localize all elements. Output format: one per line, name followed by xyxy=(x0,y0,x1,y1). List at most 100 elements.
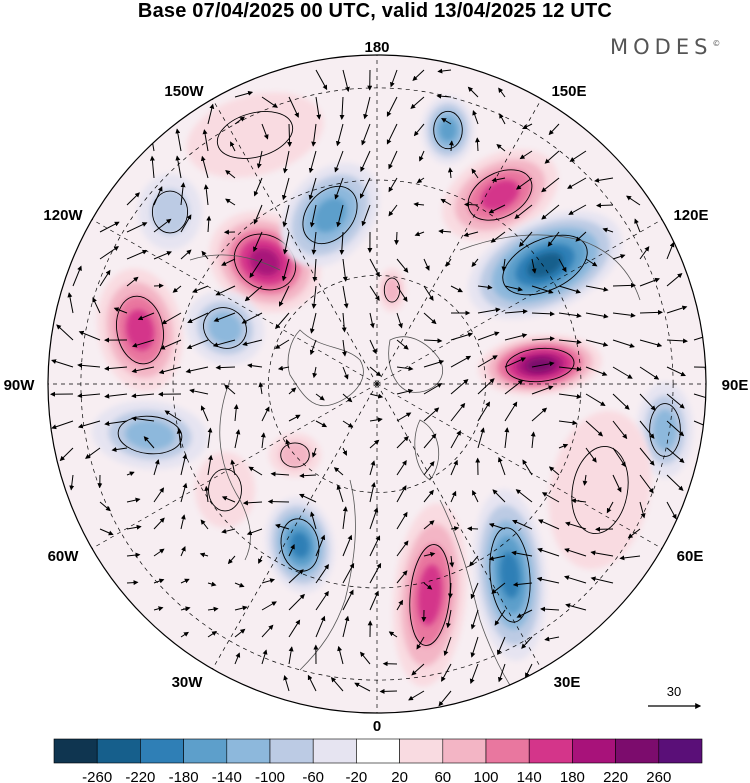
meridian-line xyxy=(376,383,542,670)
wind-vector xyxy=(531,336,555,342)
wind-vector xyxy=(225,198,236,206)
anomaly-positive xyxy=(195,452,255,528)
anomaly-shading xyxy=(92,92,693,687)
wind-vector xyxy=(288,646,294,665)
wind-vector xyxy=(277,365,290,371)
wind-vector xyxy=(131,393,155,399)
wind-vector xyxy=(477,284,493,290)
wind-vector xyxy=(515,489,533,503)
wind-vector xyxy=(126,580,139,586)
colorbar-tick-label: -260 xyxy=(82,769,112,783)
wind-vector xyxy=(471,258,479,268)
wind-vector xyxy=(565,603,587,611)
wind-vector xyxy=(396,366,414,371)
wind-vector xyxy=(311,447,317,458)
coastline xyxy=(287,329,364,407)
wind-vector xyxy=(585,285,609,292)
wind-vector xyxy=(161,312,182,325)
wind-vector xyxy=(180,214,192,233)
wind-vector xyxy=(369,312,375,329)
colorbar-tick-label: 60 xyxy=(434,769,451,783)
wind-vector xyxy=(203,184,209,206)
wind-vector xyxy=(447,167,453,179)
brand-mark: © xyxy=(712,39,721,48)
wind-vector xyxy=(531,311,555,317)
wind-vector xyxy=(342,589,354,611)
lon-label-90e: 90E xyxy=(722,377,749,394)
wind-vector xyxy=(693,420,706,429)
lon-label-180: 180 xyxy=(364,39,389,56)
wind-vector xyxy=(438,228,452,234)
lon-label-120w: 120W xyxy=(43,207,83,224)
anomaly-negative xyxy=(92,400,208,470)
wind-vector xyxy=(396,388,414,395)
wind-vector xyxy=(396,258,409,273)
colorbar-swatch xyxy=(312,738,357,764)
wind-vector xyxy=(619,555,641,561)
wind-vector xyxy=(450,526,460,531)
wind-vector xyxy=(474,137,480,152)
wind-vector xyxy=(541,204,560,220)
wind-vector xyxy=(175,128,182,152)
wind-vector xyxy=(423,359,445,368)
wind-vector xyxy=(342,615,350,638)
wind-vector xyxy=(230,141,236,152)
wind-vector xyxy=(288,387,297,395)
wind-vector xyxy=(585,420,604,437)
meridian-line xyxy=(376,98,542,385)
wind-vector xyxy=(126,552,141,558)
wind-vector xyxy=(516,609,533,618)
wind-vector xyxy=(423,407,440,422)
wind-vector xyxy=(564,548,587,557)
wind-vector xyxy=(207,454,213,476)
wind-vector xyxy=(390,69,398,88)
wind-vector xyxy=(396,412,412,422)
wind-vector xyxy=(186,339,209,350)
wind-vector xyxy=(512,519,533,530)
wind-vector xyxy=(234,90,254,98)
wind-vector xyxy=(234,628,246,638)
wind-vector xyxy=(312,258,318,282)
colorbar-swatch xyxy=(53,738,98,764)
wind-vector xyxy=(544,150,560,164)
wind-vector xyxy=(153,548,165,557)
wind-vector xyxy=(310,511,317,530)
wind-vector xyxy=(285,438,291,449)
wind-vector xyxy=(361,123,371,146)
wind-vector xyxy=(540,606,560,612)
wind-vector xyxy=(241,312,263,324)
wind-vector xyxy=(568,204,587,215)
wind-vector xyxy=(491,582,506,594)
wind-vector xyxy=(253,231,263,253)
wind-vector xyxy=(369,417,383,423)
wind-vector xyxy=(612,447,626,468)
colorbar: -260 -220 -180 -140 -100 -60 -20 20 60 100 140 180 2… xyxy=(53,738,703,783)
wind-vector xyxy=(225,169,236,179)
wind-vector xyxy=(212,339,236,348)
wind-vector xyxy=(627,528,641,539)
wind-vector xyxy=(423,520,435,530)
wind-vector xyxy=(309,312,317,334)
wind-vector xyxy=(288,619,301,638)
wind-vector xyxy=(463,202,479,208)
wind-vector xyxy=(330,677,344,692)
wind-vector xyxy=(497,456,506,476)
wind-vector xyxy=(334,150,344,173)
wind-vector xyxy=(450,430,461,449)
meridian-line xyxy=(376,219,663,385)
wind-vector xyxy=(512,581,533,587)
wind-vector xyxy=(164,410,182,422)
wind-vector xyxy=(308,177,317,201)
wind-vector xyxy=(470,636,479,658)
wind-vector xyxy=(72,265,82,287)
wind-vector xyxy=(78,330,101,341)
wind-vector xyxy=(396,570,408,584)
wind-vector xyxy=(666,420,685,437)
wind-vector xyxy=(531,258,537,274)
wind-vector xyxy=(221,258,236,266)
wind-vector xyxy=(388,177,398,193)
wind-vector xyxy=(247,363,263,369)
wind-vector xyxy=(230,459,236,476)
wind-vector xyxy=(396,599,404,611)
